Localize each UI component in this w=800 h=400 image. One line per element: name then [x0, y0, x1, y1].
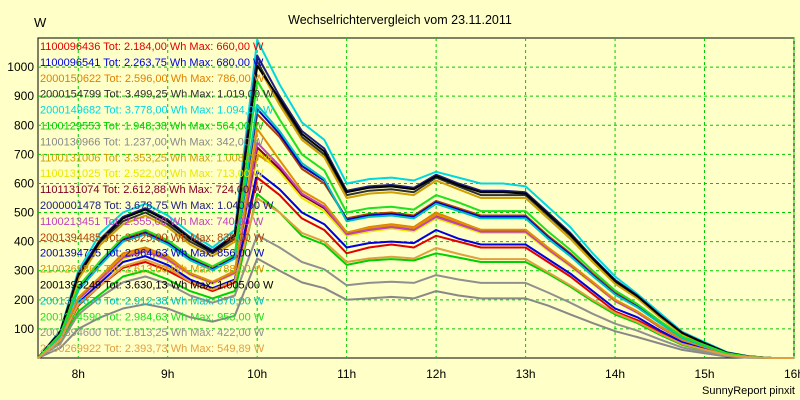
series-line-18: [37, 234, 794, 359]
x-tick-label: 8h: [72, 367, 85, 381]
y-tick-label: 200: [14, 293, 34, 307]
legend-entry-2: 2000150622 Tot: 2.596,00 Wh Max: 786,00 …: [40, 73, 265, 85]
plot-area: [37, 37, 795, 359]
series-line-7: [37, 63, 794, 359]
series-line-19: [37, 197, 794, 359]
legend-entry-8: 1100131025 Tot: 2.522,00 Wh Max: 713,00 …: [40, 168, 264, 180]
y-axis-unit: W: [34, 15, 47, 30]
y-tick-label: 400: [14, 235, 34, 249]
x-tick-label: 15h: [695, 367, 715, 381]
series-line-15: [37, 64, 794, 359]
legend-entry-14: 2100269867 Tot: 2.613,60 Wh Max: 788,00 …: [40, 264, 265, 276]
legend-entry-12: 2001394485 Tot: 3.025,00 Wh Max: 838,00 …: [40, 232, 265, 244]
legend-entry-5: 1100129553 Tot: 1.948,38 Wh Max: 564,00 …: [40, 121, 264, 133]
legend-entry-18: 2001394600 Tot: 1.813,25 Wh Max: 422,00 …: [40, 327, 265, 339]
y-tick-label: 100: [14, 322, 34, 336]
legend-entry-17: 2001394590 Tot: 2.984,63 Wh Max: 953,00 …: [40, 311, 265, 323]
legend-entry-6: 1100130966 Tot: 1.237,00 Wh Max: 342,00 …: [40, 136, 264, 148]
series-lines: [37, 38, 794, 359]
legend-entry-1: 1100096541 Tot: 2.263,75 Wh Max: 680,00 …: [40, 57, 264, 69]
series-line-0: [37, 176, 794, 359]
x-tick-label: 11h: [337, 367, 356, 381]
series-line-1: [37, 170, 794, 359]
footer-credit: SunnyReport pinxit: [702, 385, 795, 397]
x-tick-label: 12h: [426, 367, 446, 381]
series-line-6: [37, 257, 794, 359]
y-tick-label: 800: [14, 118, 34, 132]
legend-entry-15: 2001393249 Tot: 3.630,13 Wh Max: 1.005,0…: [40, 280, 274, 292]
y-tick-label: 500: [14, 206, 34, 220]
legend-entry-3: 2000154799 Tot: 3.499,25 Wh Max: 1.019,0…: [40, 89, 274, 101]
legend-entry-16: 2001394670 Tot: 2.912,38 Wh Max: 870,00 …: [40, 295, 265, 307]
x-tick-label: 16h: [784, 367, 800, 381]
legend-entry-9: 1101131074 Tot: 2.612,88 Wh Max: 724,00 …: [40, 184, 263, 196]
chart-title: Wechselrichtervergleich vom 23.11.2011: [288, 13, 512, 27]
y-tick-label: 700: [14, 147, 34, 161]
series-line-17: [37, 79, 794, 359]
y-tick-label: 300: [14, 264, 34, 278]
legend-entry-13: 2001394725 Tot: 2.964,63 Wh Max: 856,00 …: [40, 248, 265, 260]
y-tick-label: 1000: [7, 60, 34, 74]
y-tick-label: 600: [14, 176, 34, 190]
legend: 1100096436 Tot: 2.184,00 Wh Max: 660,00 …: [40, 41, 274, 355]
x-tick-label: 9h: [161, 367, 174, 381]
y-tick-label: 900: [14, 89, 34, 103]
x-tick-label: 10h: [247, 367, 267, 381]
legend-entry-11: 1100213451 Tot: 2.555,00 Wh Max: 740,00 …: [40, 216, 264, 228]
x-tick-label: 13h: [516, 367, 536, 381]
series-line-14: [37, 127, 794, 359]
grid-lines: [38, 38, 795, 358]
x-tick-label: 14h: [605, 367, 625, 381]
legend-entry-19: 2100269922 Tot: 2.393,73 Wh Max: 549,89 …: [40, 343, 265, 355]
y-axis-ticks: 100 200 300 400 500 600 700 800 900 1000: [7, 60, 34, 336]
series-line-16: [37, 103, 794, 359]
legend-entry-4: 2000149682 Tot: 3.778,00 Wh Max: 1.094,0…: [40, 105, 274, 117]
legend-entry-10: 2000001478 Tot: 3.678,75 Wh Max: 1.040,0…: [40, 200, 274, 212]
legend-entry-0: 1100096436 Tot: 2.184,00 Wh Max: 660,00 …: [40, 41, 264, 53]
legend-entry-7: 1100131006 Tot: 3.353,25 Wh Max: 1.008,0…: [40, 152, 273, 164]
x-axis-ticks: 8h 9h 10h 11h 12h 13h 14h 15h 16h: [72, 367, 800, 381]
series-line-4: [37, 38, 794, 359]
